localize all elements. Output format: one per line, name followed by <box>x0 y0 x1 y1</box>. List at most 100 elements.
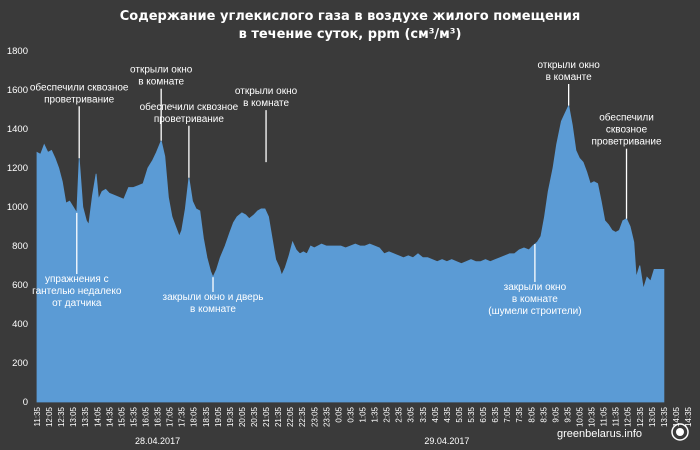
x-tick-label: 14:35 <box>684 406 693 427</box>
x-tick-label: 8:05 <box>527 406 536 422</box>
x-tick-label: 2:05 <box>383 406 392 422</box>
x-tick-label: 17:35 <box>178 406 187 427</box>
x-tick-label: 11:35 <box>33 406 42 426</box>
y-tick-label: 0 <box>23 397 28 408</box>
x-tick-label: 1:35 <box>371 406 380 422</box>
watermark: greenbelarus.info <box>557 423 689 441</box>
plot-area <box>36 104 665 403</box>
x-tick-label: 13:35 <box>660 406 669 427</box>
x-tick-label: 13:05 <box>69 406 78 427</box>
x-tick-label: 12:35 <box>57 406 66 427</box>
watermark-text: greenbelarus.info <box>557 428 642 440</box>
x-tick-label: 17:05 <box>166 406 175 427</box>
annotation-text: открыли окно <box>538 60 601 71</box>
x-tick-label: 14:35 <box>105 406 114 427</box>
x-tick-label: 0:05 <box>334 406 343 422</box>
x-tick-label: 15:05 <box>117 406 126 427</box>
x-tick-label: 18:05 <box>190 406 199 427</box>
date-label: 28.04.2017 <box>135 436 180 446</box>
annotation-text: в команте <box>546 72 593 83</box>
x-tick-label: 19:35 <box>226 406 235 427</box>
x-tick-label: 3:05 <box>407 406 416 422</box>
y-tick-label: 800 <box>12 241 28 252</box>
x-tick-label: 23:05 <box>310 406 319 427</box>
y-tick-label: 1000 <box>7 202 28 213</box>
x-tick-label: 19:05 <box>214 406 223 427</box>
x-tick-label: 6:05 <box>479 406 488 422</box>
x-tick-label: 8:35 <box>539 406 548 422</box>
x-tick-label: 11:35 <box>612 406 621 426</box>
annotation-text: закрыли окно и дверь <box>163 292 264 303</box>
x-tick-label: 7:35 <box>515 406 524 422</box>
y-tick-label: 600 <box>12 280 28 291</box>
x-tick-label: 5:05 <box>455 406 464 422</box>
annotation-text: сквозное <box>606 125 648 136</box>
x-tick-label: 13:35 <box>81 406 90 427</box>
x-tick-label: 12:05 <box>45 406 54 427</box>
annotation-text: обеспечили сквозное <box>140 101 239 113</box>
x-tick-label: 2:35 <box>395 406 404 422</box>
annotations: обеспечили сквозноепроветриваниеупражнен… <box>30 60 662 317</box>
x-tick-label: 13:05 <box>648 406 657 427</box>
x-tick-label: 18:35 <box>202 406 211 427</box>
y-tick-label: 1600 <box>7 85 28 96</box>
x-tick-label: 16:35 <box>154 406 163 427</box>
annotation-text: открыли окно <box>130 65 193 76</box>
annotation-text: в комнате <box>190 304 236 315</box>
x-tick-label: 10:35 <box>588 406 597 427</box>
annotation-text: в комнате <box>138 77 184 88</box>
x-tick-label: 22:05 <box>286 406 295 427</box>
x-tick-label: 10:05 <box>576 406 585 427</box>
annotation-text: в комнате <box>512 294 558 305</box>
y-axis: 0 200 400 600 800 1000 1200 1400 1600 1800 <box>7 46 28 408</box>
x-tick-label: 5:35 <box>467 406 476 422</box>
x-tick-label: 1:05 <box>359 406 368 422</box>
x-tick-label: 20:35 <box>250 406 259 427</box>
x-tick-label: 12:35 <box>636 406 645 427</box>
date-label: 29.04.2017 <box>424 436 469 446</box>
annotation-text: обеспечили <box>599 112 654 124</box>
annotation-text: упражнения с <box>45 274 109 285</box>
x-tick-label: 14:05 <box>93 406 102 427</box>
date-labels: 28.04.2017 29.04.2017 <box>135 436 469 446</box>
chart-title-line2: в течение суток, ppm (см³/м³) <box>239 27 462 42</box>
x-axis: 11:35 12:05 12:35 13:05 13:35 14:05 14:35 15:05… <box>33 406 693 427</box>
annotation-text: от датчика <box>52 298 102 309</box>
x-tick-label: 3:35 <box>419 406 428 422</box>
annotation-text: обеспечили сквозное <box>30 81 129 93</box>
x-tick-label: 21:35 <box>274 406 283 427</box>
annotation-text: проветривание <box>591 137 662 148</box>
x-tick-label: 0:35 <box>346 406 355 422</box>
x-tick-label: 9:05 <box>551 406 560 422</box>
x-tick-label: 14:05 <box>672 406 681 427</box>
x-tick-label: 11:05 <box>600 406 609 426</box>
y-tick-label: 200 <box>12 358 28 369</box>
sun-logo-icon <box>671 423 689 441</box>
x-tick-label: 12:05 <box>624 406 633 427</box>
x-tick-label: 15:35 <box>129 406 138 427</box>
y-tick-label: 400 <box>12 319 28 330</box>
x-tick-label: 6:35 <box>491 406 500 422</box>
x-tick-label: 22:35 <box>298 406 307 427</box>
annotation-text: закрыли окно <box>504 282 567 293</box>
x-tick-label: 7:05 <box>503 406 512 422</box>
x-tick-label: 20:05 <box>238 406 247 427</box>
x-tick-label: 16:05 <box>142 406 151 427</box>
y-tick-label: 1200 <box>7 163 28 174</box>
chart-title-line1: Содержание углекислого газа в воздухе жи… <box>120 9 581 24</box>
annotation-text: в комнате <box>243 98 289 109</box>
annotation-text: гантелью недалеко <box>32 286 122 297</box>
x-tick-label: 4:35 <box>443 406 452 422</box>
series-area-0 <box>36 104 665 403</box>
y-tick-label: 1800 <box>7 46 28 57</box>
